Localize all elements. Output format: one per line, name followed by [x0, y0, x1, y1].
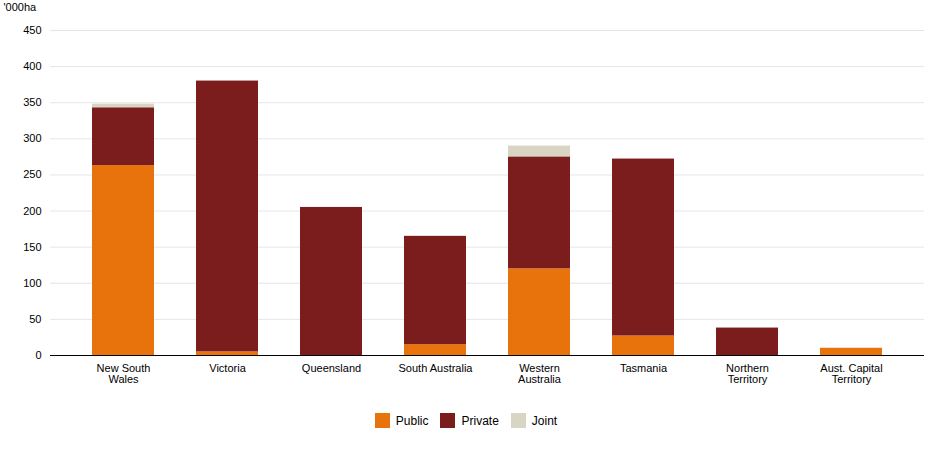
- html-text:Private: Private: [461, 413, 499, 428]
- svg-text:350: 350: [23, 96, 41, 108]
- svg-text:South Australia: South Australia: [399, 362, 474, 374]
- svg-text:0: 0: [35, 349, 41, 361]
- svg-text:200: 200: [23, 205, 41, 217]
- svg-text:Tasmania: Tasmania: [620, 362, 668, 374]
- svg-text:100: 100: [23, 277, 41, 289]
- svg-text:Aust. CapitalTerritory: Aust. CapitalTerritory: [820, 362, 882, 385]
- html-text:Joint: Joint: [531, 413, 558, 428]
- svg-text:250: 250: [23, 168, 41, 180]
- svg-text:450: 450: [23, 24, 41, 36]
- svg-text:WesternAustralia: WesternAustralia: [518, 362, 562, 385]
- svg-text:400: 400: [23, 60, 41, 72]
- svg-text:New SouthWales: New SouthWales: [97, 362, 151, 385]
- html-text:Public: Public: [395, 413, 429, 428]
- svg-text:NorthernTerritory: NorthernTerritory: [726, 362, 769, 385]
- svg-text:50: 50: [29, 313, 41, 325]
- svg-text:'000ha: '000ha: [4, 1, 38, 13]
- svg-text:Queensland: Queensland: [302, 362, 361, 374]
- svg-text:300: 300: [23, 132, 41, 144]
- svg-text:150: 150: [23, 241, 41, 253]
- svg-text:Victoria: Victoria: [209, 362, 246, 374]
